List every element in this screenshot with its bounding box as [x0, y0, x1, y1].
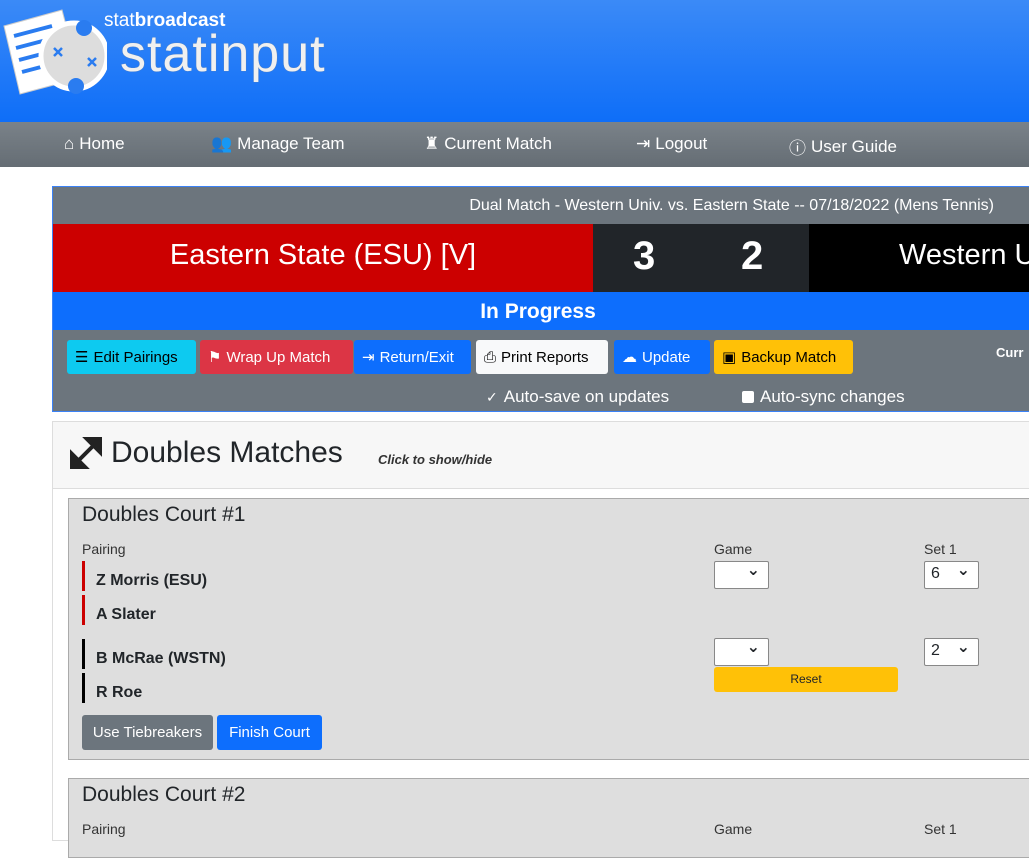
checkbox-label: Auto-save on updates [503, 387, 670, 406]
info-icon: ⓘ [789, 139, 806, 158]
match-title-bar: Dual Match - Western Univ. vs. Eastern S… [53, 187, 1029, 224]
game-label: Game [714, 821, 753, 837]
nav-label: Manage Team [237, 134, 345, 153]
nav-label: Home [79, 134, 125, 153]
home-score: 3 [633, 234, 656, 278]
home-team-name: Eastern State (ESU) [V] [53, 224, 593, 292]
nav-label: User Guide [811, 136, 897, 156]
current-label: Curr [996, 345, 1024, 360]
brand-statbroadcast: statbroadcast [104, 10, 225, 32]
checkbox-box [742, 391, 754, 403]
pairing-label: Pairing [82, 821, 126, 837]
button-label: Backup Match [741, 348, 837, 366]
away-team-name: Western U [809, 224, 1029, 292]
button-label: Print Reports [501, 348, 589, 366]
player-name: R Roe [82, 673, 142, 703]
flag-checkered-icon: ⚑ [208, 349, 222, 366]
list-ol-icon: ☰ [75, 349, 89, 366]
statinput-logo [3, 9, 107, 95]
users-icon: 👥 [211, 134, 233, 153]
doubles-header[interactable]: Doubles Matches Click to show/hide [53, 422, 1029, 489]
player-name: A Slater [82, 595, 156, 625]
doubles-court-2: Doubles Court #2 Pairing Game Set 1 [68, 778, 1029, 858]
match-card: Dual Match - Western Univ. vs. Eastern S… [52, 186, 1029, 412]
check-icon: ✓ [486, 388, 498, 405]
doubles-section: Doubles Matches Click to show/hide Doubl… [52, 421, 1029, 858]
court-title: Doubles Court #1 [82, 503, 246, 526]
team2-game-select[interactable] [714, 637, 769, 666]
game-label: Game [714, 541, 753, 557]
print-reports-button[interactable]: ⎙ Print Reports [476, 340, 608, 374]
cloud-icon: ☁ [622, 349, 637, 366]
team2-set1-select[interactable]: 2 [924, 637, 979, 666]
backup-match-button[interactable]: ▣ Backup Match [714, 340, 853, 374]
nav-user-guide[interactable]: ⓘ User Guide [789, 134, 897, 159]
sign-out-icon: ⇥ [362, 349, 375, 366]
nav-manage-team[interactable]: 👥 Manage Team [211, 134, 345, 154]
brand-suffix: broadcast [134, 10, 226, 31]
reset-button[interactable]: Reset [714, 667, 898, 692]
button-label: Wrap Up Match [226, 348, 331, 366]
doubles-title: Doubles Matches [111, 436, 343, 469]
brand-prefix: stat [104, 10, 135, 31]
scoreboard: Eastern State (ESU) [V] 3 2 Western U [53, 224, 1029, 292]
team1-game-select[interactable] [714, 560, 769, 589]
toggle-hint: Click to show/hide [378, 452, 493, 467]
player-name: Z Morris (ESU) [82, 561, 207, 591]
expand-icon [70, 437, 102, 469]
nav-current-match[interactable]: ♜ Current Match [424, 134, 552, 154]
scores: 3 2 [593, 224, 809, 292]
use-tiebreakers-button[interactable]: Use Tiebreakers [82, 715, 213, 750]
court-title: Doubles Court #2 [82, 783, 246, 806]
wrap-up-match-button[interactable]: ⚑ Wrap Up Match [200, 340, 353, 374]
nav-home[interactable]: ⌂ Home [64, 134, 125, 154]
nav-label: Logout [655, 134, 708, 153]
brand-statinput: statinput [120, 25, 326, 83]
button-label: Edit Pairings [93, 348, 178, 366]
player-name: B McRae (WSTN) [82, 639, 226, 669]
set1-label: Set 1 [924, 821, 957, 837]
doubles-court-1: Doubles Court #1 Pairing Game Set 1 Z Mo… [68, 498, 1029, 760]
main-nav: ⌂ Home 👥 Manage Team ♜ Current Match ⇥ Logou… [0, 122, 1029, 167]
nav-label: Current Match [444, 134, 552, 153]
return-exit-button[interactable]: ⇥ Return/Exit [354, 340, 471, 374]
pairing-label: Pairing [82, 541, 126, 557]
away-score: 2 [741, 234, 764, 278]
update-button[interactable]: ☁ Update [614, 340, 710, 374]
autosync-checkbox[interactable]: Auto-sync changes [742, 387, 905, 407]
finish-court-button[interactable]: Finish Court [217, 715, 322, 750]
chess-icon: ♜ [424, 134, 440, 153]
set1-label: Set 1 [924, 541, 957, 557]
edit-pairings-button[interactable]: ☰ Edit Pairings [67, 340, 196, 374]
match-status: In Progress [53, 292, 1029, 330]
button-label: Update [642, 348, 691, 366]
autosave-checkbox[interactable]: ✓ Auto-save on updates [486, 387, 669, 407]
save-icon: ▣ [722, 349, 737, 366]
team1-set1-select[interactable]: 6 [924, 560, 979, 589]
button-label: Return/Exit [379, 348, 454, 366]
nav-logout[interactable]: ⇥ Logout [636, 134, 707, 154]
print-icon: ⎙ [484, 348, 497, 366]
match-title: Dual Match - Western Univ. vs. Eastern S… [469, 197, 994, 214]
app-header: statbroadcast statinput [0, 0, 1029, 122]
sign-out-icon: ⇥ [636, 134, 651, 153]
checkbox-label: Auto-sync changes [760, 387, 905, 406]
home-icon: ⌂ [64, 134, 75, 153]
